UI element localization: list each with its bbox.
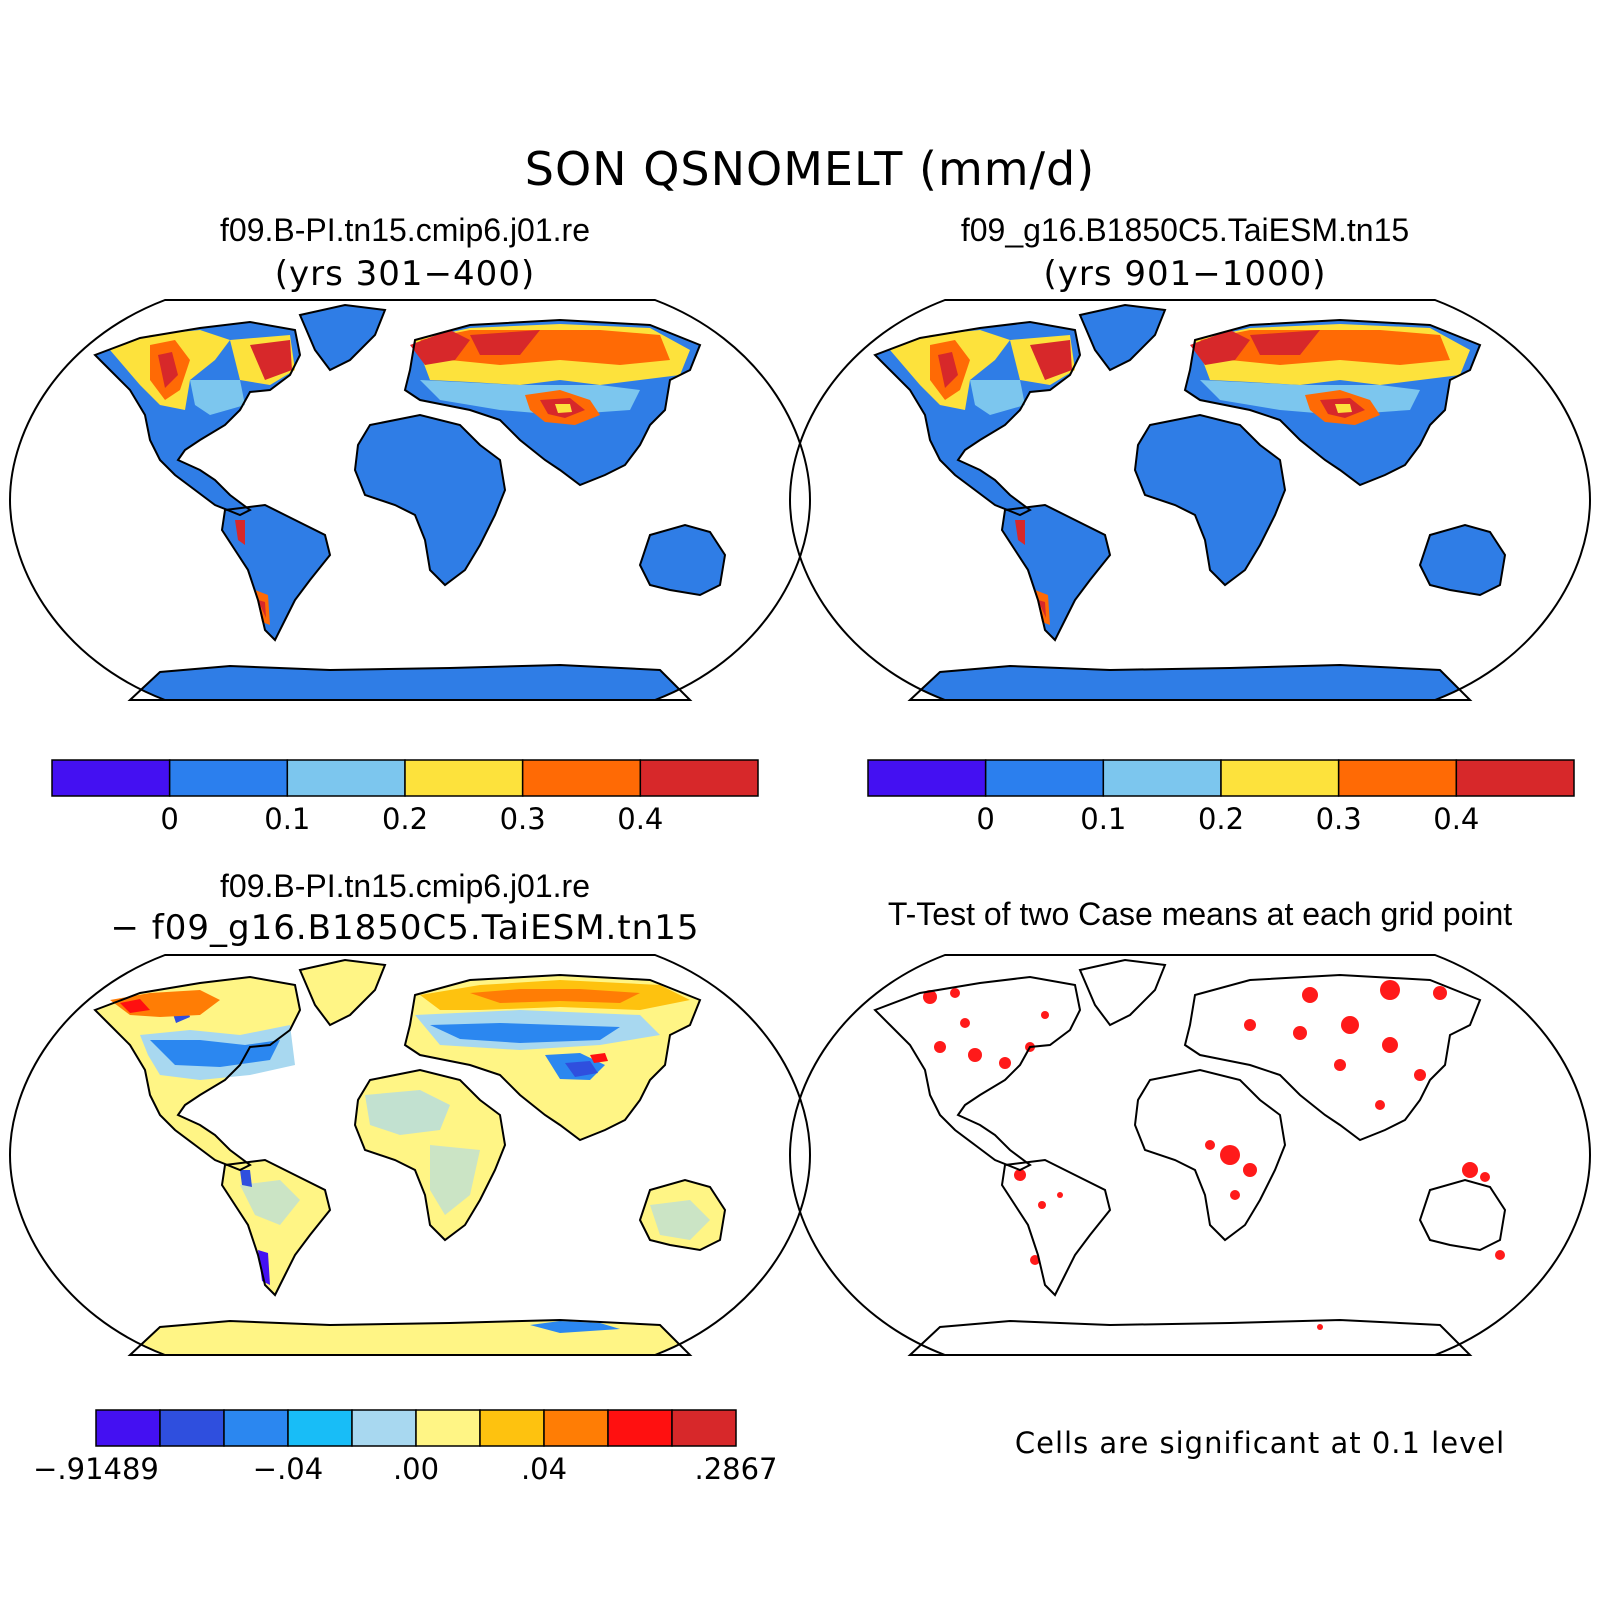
colorbar-swatch xyxy=(521,759,642,797)
significance-note: Cells are significant at 0.1 level xyxy=(1014,1426,1506,1460)
colorbar-swatch xyxy=(479,1409,545,1447)
map-diff xyxy=(8,954,812,1356)
colorbar-swatch xyxy=(984,759,1105,797)
map-ttest xyxy=(788,954,1592,1356)
tick-label: 0.2 xyxy=(381,802,429,836)
colorbar-swatch xyxy=(95,1409,161,1447)
colorbar-swatch xyxy=(1220,759,1340,797)
tick-label: 0.3 xyxy=(499,802,546,836)
colorbar-diff xyxy=(95,1409,737,1447)
tick-label: 0.3 xyxy=(1315,802,1362,836)
colorbar-swatch xyxy=(671,1409,737,1447)
tick-label: .04 xyxy=(520,1452,568,1486)
colorbar-swatch xyxy=(168,759,289,797)
colorbar-swatch xyxy=(223,1409,289,1447)
panel-2-subtitle: (yrs 901−1000) xyxy=(1043,254,1327,294)
panel-1-title: f09.B-PI.tn15.cmip6.j01.re xyxy=(220,212,590,248)
colorbar-swatch xyxy=(639,759,759,797)
tick-label: 0.1 xyxy=(264,802,311,836)
tick-label: 0 xyxy=(160,802,179,836)
panel-4-title: T-Test of two Case means at each grid po… xyxy=(887,896,1513,932)
figure-title: SON QSNOMELT (mm/d) xyxy=(524,142,1096,196)
panel-3-title: f09.B-PI.tn15.cmip6.j01.re xyxy=(220,868,590,904)
colorbar-swatch xyxy=(159,1409,225,1447)
colorbar-swatch xyxy=(51,759,171,797)
colorbar-swatch xyxy=(287,1409,353,1447)
colorbar-swatch xyxy=(404,759,524,797)
map-case1 xyxy=(8,299,812,701)
colorbar-swatch xyxy=(607,1409,673,1447)
tick-label: −.04 xyxy=(252,1452,324,1486)
colorbar-swatch xyxy=(867,759,987,797)
colorbar-swatch xyxy=(415,1409,481,1447)
tick-label: −.91489 xyxy=(33,1452,159,1486)
tick-label: 0.4 xyxy=(1433,802,1480,836)
colorbar-case2 xyxy=(867,759,1575,797)
tick-label: 0.1 xyxy=(1080,802,1127,836)
tick-label: .2867 xyxy=(694,1452,778,1486)
colorbar-swatch xyxy=(286,759,406,797)
colorbar-swatch xyxy=(543,1409,609,1447)
panel-3-subtitle: − f09_g16.B1850C5.TaiESM.tn15 xyxy=(110,908,700,948)
map-case2 xyxy=(788,299,1592,701)
colorbar-swatch xyxy=(1337,759,1458,797)
tick-label: 0.2 xyxy=(1197,802,1245,836)
colorbar-case1 xyxy=(51,759,759,797)
panel-2-title: f09_g16.B1850C5.TaiESM.tn15 xyxy=(960,212,1410,248)
colorbar-swatch xyxy=(1102,759,1222,797)
tick-label: 0.4 xyxy=(617,802,664,836)
colorbar-swatch xyxy=(1455,759,1575,797)
tick-label: 0 xyxy=(976,802,995,836)
tick-label: .00 xyxy=(392,1452,440,1486)
colorbar-swatch xyxy=(351,1409,417,1447)
panel-1-subtitle: (yrs 301−400) xyxy=(274,254,536,294)
